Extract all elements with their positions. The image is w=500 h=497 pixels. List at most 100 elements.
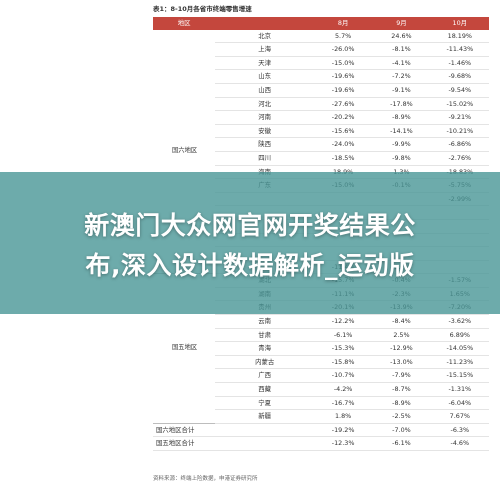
sep-value-cell: -4.1% [372,56,431,71]
province-cell: 青海 [215,341,314,356]
sep-value-cell: -8.1% [372,42,431,57]
aug-value-cell: -4.2% [313,382,373,397]
sep-value-cell: -8.4% [372,314,431,329]
oct-value-cell: -9.68% [430,69,489,84]
header-oct: 10月 [430,17,489,30]
oct-value-cell: -3.62% [430,314,489,329]
sep-value-cell: 24.6% [372,29,431,44]
oct-value-cell: -11.43% [430,42,489,57]
banner-line-1: 新澳门大众网官网开奖结果公 [84,211,416,240]
oct-value-cell: -10.21% [430,124,489,139]
aug-value-cell: -19.2% [313,422,373,438]
table-row: 内蒙古 -15.8% -13.0% -11.23% [153,355,489,370]
aug-value-cell: -19.6% [313,83,373,98]
total-label-cell: 国六地区合计 [153,422,314,438]
table-row: 河北 -27.6% -17.8% -15.02% [153,97,489,112]
province-cell: 云南 [215,314,314,329]
sep-value-cell: -8.9% [372,396,431,411]
table-row: 云南 -12.2% -8.4% -3.62% [153,314,489,329]
header-province [215,17,314,30]
oct-value-cell: 6.89% [430,328,489,343]
oct-value-cell: -11.23% [430,355,489,370]
aug-value-cell: -18.5% [313,151,373,166]
table-header-row: 地区 8月 9月 10月 [153,17,489,30]
aug-value-cell: 5.7% [313,29,373,44]
province-cell: 四川 [215,151,314,166]
oct-value-cell: -2.76% [430,151,489,166]
oct-value-cell: -9.21% [430,110,489,125]
oct-value-cell: -6.3% [430,422,489,438]
table-row: 甘肃 -6.1% 2.5% 6.89% [153,328,489,343]
aug-value-cell: -6.1% [313,328,373,343]
sep-value-cell: -8.9% [372,110,431,125]
oct-value-cell: -1.46% [430,56,489,71]
oct-value-cell: -6.04% [430,396,489,411]
table-title: 表1：8-10月各省市终端零售增速 [153,5,252,13]
sep-value-cell: -17.8% [372,97,431,112]
total-label-cell: 国五地区合计 [153,436,314,451]
banner-headline: 新澳门大众网官网开奖结果公 布,深入设计数据解析_运动版 [0,206,500,286]
sep-value-cell: -9.1% [372,83,431,98]
table-row: 山东 -19.6% -7.2% -9.68% [153,69,489,84]
overlay-banner: 新澳门大众网官网开奖结果公 布,深入设计数据解析_运动版 [0,172,500,314]
oct-value-cell: -9.54% [430,83,489,98]
province-cell: 内蒙古 [215,355,314,370]
aug-value-cell: -15.6% [313,124,373,139]
sep-value-cell: -2.5% [372,409,431,424]
sep-value-cell: -14.1% [372,124,431,139]
aug-value-cell: -12.2% [313,314,373,329]
province-cell: 安徽 [215,124,314,139]
oct-value-cell: -6.86% [430,137,489,152]
aug-value-cell: -15.0% [313,56,373,71]
table-row: 广西 -10.7% -7.9% -15.15% [153,368,489,384]
province-cell: 山西 [215,83,314,98]
header-region: 地区 [153,17,216,30]
sep-value-cell: -9.8% [372,151,431,166]
aug-value-cell: -15.8% [313,355,373,370]
oct-value-cell: -1.31% [430,382,489,397]
sep-value-cell: 2.5% [372,328,431,343]
table-row: 陕西 -24.0% -9.9% -6.86% [153,137,489,152]
table-row: 宁夏 -16.7% -8.9% -6.04% [153,396,489,411]
total-row: 国五地区合计 -12.3% -6.1% -4.6% [153,436,489,451]
source-note: 资料来源：终端上险数据，申港证券研究所 [153,476,258,482]
aug-value-cell: -15.3% [313,341,373,356]
province-cell: 北京 [215,29,314,44]
aug-value-cell: -19.6% [313,69,373,84]
table-row: 安徽 -15.6% -14.1% -10.21% [153,124,489,139]
oct-value-cell: 7.67% [430,409,489,424]
province-cell: 甘肃 [215,328,314,343]
sep-value-cell: -13.0% [372,355,431,370]
aug-value-cell: 1.8% [313,409,373,424]
oct-value-cell: -4.6% [430,436,489,451]
aug-value-cell: -26.0% [313,42,373,57]
oct-value-cell: -15.15% [430,368,489,384]
oct-value-cell: -14.05% [430,341,489,356]
table-row: 四川 -18.5% -9.8% -2.76% [153,151,489,166]
sep-value-cell: -7.0% [372,422,431,438]
region-group-east: 国六地区 [172,147,198,155]
aug-value-cell: -12.3% [313,436,373,451]
aug-value-cell: -27.6% [313,97,373,112]
header-aug: 8月 [313,17,373,30]
aug-value-cell: -10.7% [313,368,373,384]
table-row: 国六地区 北京 5.7% 24.6% 18.19% [153,29,489,154]
banner-line-2: 布,深入设计数据解析_运动版 [85,251,415,280]
aug-value-cell: -24.0% [313,137,373,152]
table-row: 山西 -19.6% -9.1% -9.54% [153,83,489,98]
oct-value-cell: 18.19% [430,29,489,44]
province-cell: 河北 [215,97,314,112]
province-cell: 广西 [215,368,314,384]
sep-value-cell: -12.9% [372,341,431,356]
province-cell: 新疆 [215,409,314,424]
header-sep: 9月 [372,17,431,30]
province-cell: 宁夏 [215,396,314,411]
aug-value-cell: -16.7% [313,396,373,411]
province-cell: 陕西 [215,137,314,152]
sep-value-cell: -8.7% [372,382,431,397]
province-cell: 上海 [215,42,314,57]
sep-value-cell: -7.9% [372,368,431,384]
sep-value-cell: -6.1% [372,436,431,451]
aug-value-cell: -20.2% [313,110,373,125]
province-cell: 西藏 [215,382,314,397]
